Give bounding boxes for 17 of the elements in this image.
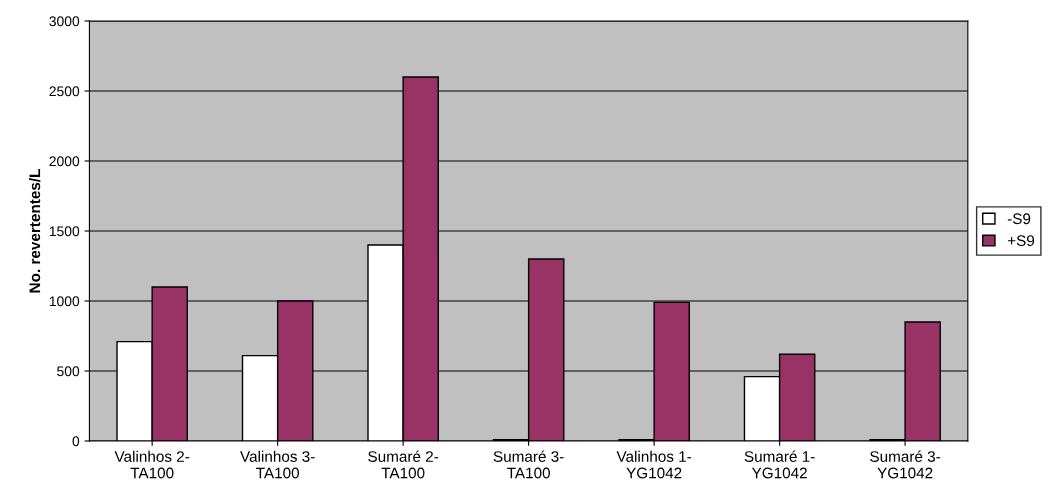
y-tick-label: 0: [72, 436, 80, 447]
y-tick-label: 500: [57, 366, 80, 377]
x-tick-label: Valinhos 1- YG1042: [616, 450, 692, 479]
x-tick-label: Sumaré 1- YG1042: [744, 450, 815, 479]
x-tick-label: Sumaré 2- TA100: [368, 450, 439, 479]
x-tick-label: Sumaré 3- YG1042: [870, 450, 941, 479]
legend-label: -S9: [1007, 213, 1031, 225]
y-tick-label: 2500: [49, 86, 80, 97]
x-tick-label: Valinhos 3- TA100: [240, 450, 315, 479]
y-tick-label: 3000: [49, 16, 80, 27]
y-axis-title: No. revertentes/L: [29, 169, 41, 293]
y-tick-label: 1000: [49, 296, 80, 307]
legend-label: +S9: [1007, 235, 1035, 247]
x-tick-label: Sumaré 3- TA100: [493, 450, 564, 479]
x-tick-label: Valinhos 2- TA100: [114, 450, 190, 479]
y-tick-label: 1500: [49, 226, 80, 237]
y-tick-label: 2000: [49, 156, 80, 167]
